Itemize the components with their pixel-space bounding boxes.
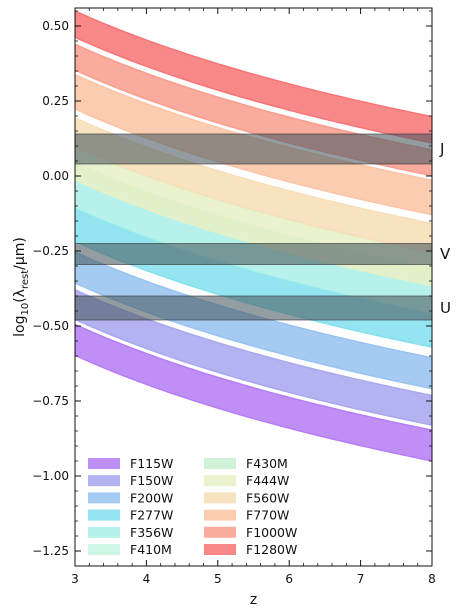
legend-label-f115w: F115W: [130, 456, 173, 471]
legend-label-f1000w: F1000W: [246, 525, 297, 540]
legend-label-f770w: F770W: [246, 508, 289, 523]
y-axis-label-rest-sub: rest: [20, 270, 31, 289]
legend-swatch-f770w: [204, 509, 236, 521]
reference-bands: J V U: [74, 133, 451, 321]
plot-frame: [74, 7, 433, 567]
band-f150w: [75, 289, 432, 426]
band-f115w: [75, 323, 432, 462]
y-axis-label-main: log: [12, 316, 28, 337]
legend-label-f200w: F200W: [130, 490, 173, 505]
x-tick-label: 8: [428, 572, 436, 586]
legend-swatch-f356w: [88, 526, 120, 538]
y-axis-label-unit: /μm): [12, 237, 28, 270]
legend-swatch-f444w: [204, 475, 236, 487]
legend-swatch-f200w: [88, 492, 120, 504]
legend-swatch-f410m: [88, 544, 120, 555]
legend-label-f430m: F430M: [246, 456, 288, 471]
y-tick-label: −0.75: [32, 394, 69, 408]
legend-label-f150w: F150W: [130, 473, 173, 488]
x-tick-label: 6: [285, 572, 293, 586]
y-tick-label: −1.25: [32, 544, 69, 558]
legend-swatch-f277w: [88, 509, 120, 521]
reference-band-label-j: J: [439, 140, 444, 158]
y-tick-label: 0.00: [42, 169, 69, 183]
x-axis-ticks: 3 4 5 6 7 8: [71, 8, 436, 586]
x-tick-label: 7: [357, 572, 365, 586]
y-axis-label-sub: 10: [20, 303, 31, 316]
reference-band-v: [74, 243, 433, 265]
legend-label-f1280w: F1280W: [246, 542, 297, 557]
x-axis-label: z: [250, 592, 257, 608]
y-tick-label: −0.25: [32, 244, 69, 258]
y-axis-label-rest: (λ: [12, 289, 28, 303]
y-tick-label: 0.50: [42, 19, 69, 33]
x-tick-label: 4: [143, 572, 151, 586]
y-tick-label: −1.00: [32, 469, 69, 483]
filter-bands: [75, 10, 432, 462]
legend-swatch-f560w: [204, 492, 236, 504]
reference-band-u: [74, 295, 433, 321]
x-tick-label: 5: [214, 572, 222, 586]
reference-band-label-v: V: [440, 245, 451, 263]
legend-label-f277w: F277W: [130, 508, 173, 523]
band-f1280w: [75, 10, 432, 144]
y-axis-label: log10(λrest/μm): [12, 237, 31, 337]
legend-swatch-f430m: [204, 458, 236, 469]
y-tick-label: −0.50: [32, 319, 69, 333]
legend-label-f356w: F356W: [130, 525, 173, 540]
legend-label-f444w: F444W: [246, 473, 289, 488]
y-tick-label: 0.25: [42, 94, 69, 108]
y-axis-ticks: 0.50 0.25 0.00 −0.25 −0.50 −0.75 −1.00 −1.25: [32, 10, 432, 567]
legend-label-f560w: F560W: [246, 490, 289, 505]
legend: F115W F150W F200W F277W F356W F410M F430M F444W…: [88, 456, 297, 557]
reference-band-j: [74, 133, 433, 165]
legend-swatch-f1000w: [204, 526, 236, 538]
legend-swatch-f1280w: [204, 544, 236, 555]
legend-swatch-f115w: [88, 458, 120, 469]
reference-band-label-u: U: [440, 299, 451, 317]
legend-swatch-f150w: [88, 475, 120, 487]
legend-label-f410m: F410M: [130, 542, 172, 557]
x-tick-label: 3: [71, 572, 79, 586]
